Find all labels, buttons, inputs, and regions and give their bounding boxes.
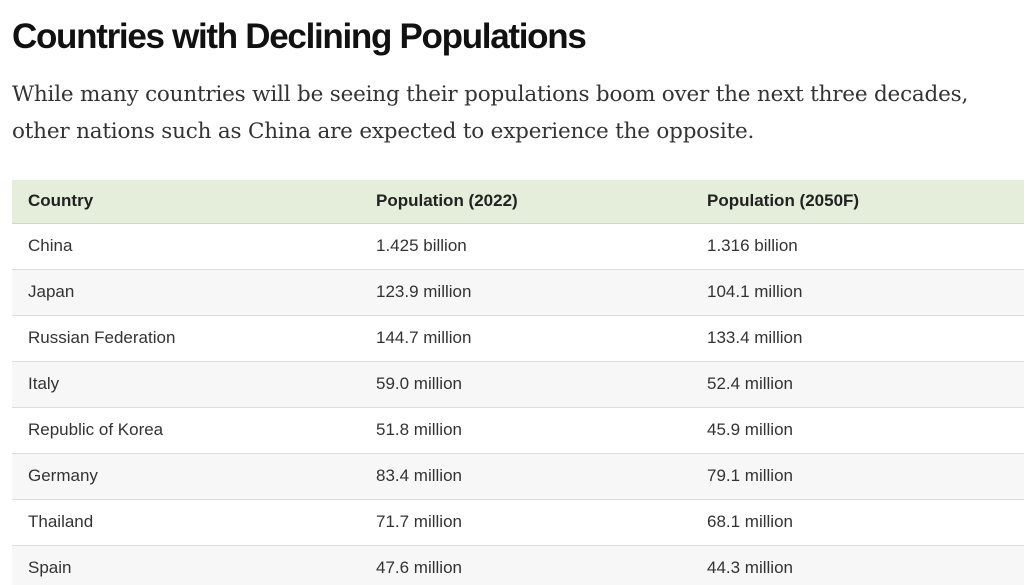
cell-population-2022: 83.4 million	[360, 453, 691, 500]
table-header: Country Population (2022) Population (20…	[12, 180, 1024, 224]
cell-population-2050f: 1.316 billion	[691, 223, 1024, 270]
cell-population-2022: 71.7 million	[360, 499, 691, 546]
cell-population-2022: 59.0 million	[360, 361, 691, 408]
header-country: Country	[12, 180, 360, 224]
table-header-row: Country Population (2022) Population (20…	[12, 180, 1024, 224]
cell-population-2050f: 44.3 million	[691, 545, 1024, 585]
cell-population-2022: 123.9 million	[360, 269, 691, 316]
table-row: Germany 83.4 million 79.1 million	[12, 453, 1024, 500]
cell-population-2050f: 68.1 million	[691, 499, 1024, 546]
table-row: Japan 123.9 million 104.1 million	[12, 269, 1024, 316]
table-row: Republic of Korea 51.8 million 45.9 mill…	[12, 407, 1024, 454]
cell-country: Germany	[12, 453, 360, 500]
header-population-2022: Population (2022)	[360, 180, 691, 224]
cell-population-2022: 144.7 million	[360, 315, 691, 362]
table-row: Russian Federation 144.7 million 133.4 m…	[12, 315, 1024, 362]
cell-population-2050f: 104.1 million	[691, 269, 1024, 316]
cell-country: China	[12, 223, 360, 270]
cell-population-2022: 51.8 million	[360, 407, 691, 454]
page-title: Countries with Declining Populations	[12, 17, 587, 56]
cell-population-2050f: 133.4 million	[691, 315, 1024, 362]
table-body: China 1.425 billion 1.316 billion Japan …	[12, 223, 1024, 585]
population-table: Country Population (2022) Population (20…	[12, 180, 1024, 585]
cell-population-2050f: 45.9 million	[691, 407, 1024, 454]
table-row: Italy 59.0 million 52.4 million	[12, 361, 1024, 408]
cell-country: Japan	[12, 269, 360, 316]
cell-country: Russian Federation	[12, 315, 360, 362]
cell-country: Thailand	[12, 499, 360, 546]
header-population-2050f: Population (2050F)	[691, 180, 1024, 224]
intro-paragraph: While many countries will be seeing thei…	[12, 82, 969, 144]
cell-population-2022: 1.425 billion	[360, 223, 691, 270]
cell-country: Spain	[12, 545, 360, 585]
cell-population-2050f: 79.1 million	[691, 453, 1024, 500]
cell-population-2022: 47.6 million	[360, 545, 691, 585]
table-row: China 1.425 billion 1.316 billion	[12, 223, 1024, 270]
table-row: Thailand 71.7 million 68.1 million	[12, 499, 1024, 546]
cell-country: Republic of Korea	[12, 407, 360, 454]
cell-population-2050f: 52.4 million	[691, 361, 1024, 408]
cell-country: Italy	[12, 361, 360, 408]
table-row: Spain 47.6 million 44.3 million	[12, 545, 1024, 585]
population-table-container: Country Population (2022) Population (20…	[12, 180, 1024, 585]
